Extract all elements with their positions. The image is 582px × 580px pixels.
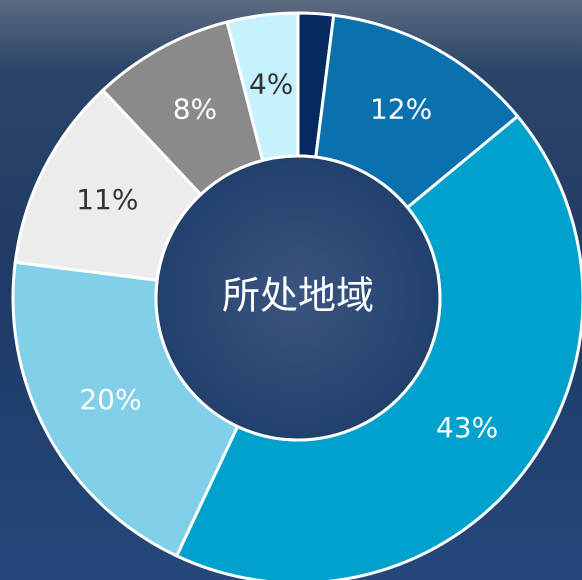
donut-hole [154,154,442,442]
data-label: 11% [76,183,138,216]
center-label: 所处地域 [222,274,374,318]
data-label: 8% [173,92,217,125]
data-label: 12% [370,92,432,125]
data-label: 4% [249,68,293,101]
data-label: 43% [436,411,498,444]
data-label: 20% [79,383,141,416]
